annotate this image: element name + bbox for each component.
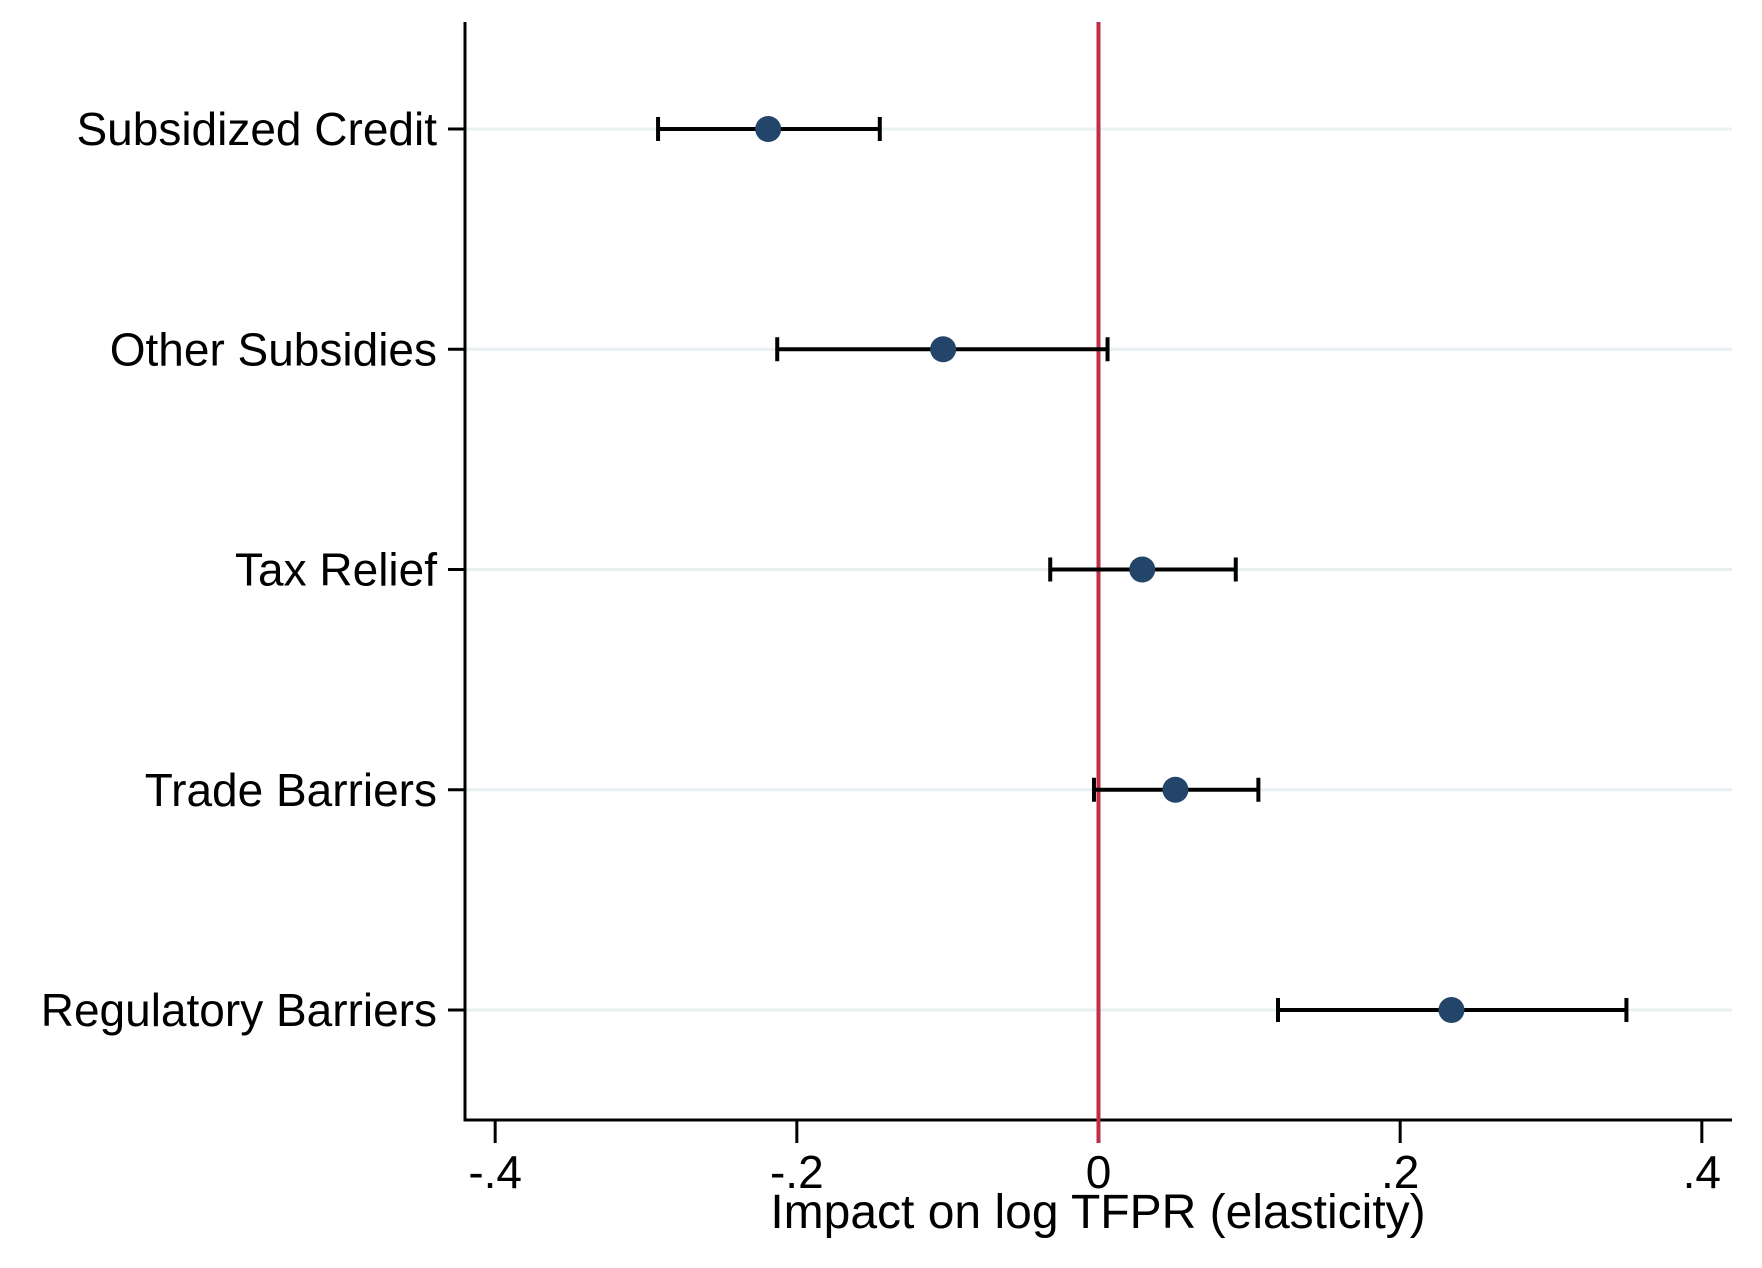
point-estimate-marker: [1438, 997, 1465, 1023]
y-axis-category-label: Other Subsidies: [110, 323, 437, 375]
x-tick-label: .4: [1683, 1146, 1721, 1198]
x-axis-title: Impact on log TFPR (elasticity): [770, 1186, 1425, 1239]
point-estimate-marker: [1162, 776, 1189, 803]
y-axis-category-label: Subsidized Credit: [76, 103, 437, 155]
y-axis-category-label: Regulatory Barriers: [41, 984, 437, 1036]
point-estimate-marker: [1129, 556, 1156, 583]
x-tick-label: -.4: [468, 1146, 522, 1198]
x-tick-label: -.2: [770, 1146, 824, 1198]
x-tick-label: .2: [1381, 1146, 1419, 1198]
point-estimate-marker: [930, 336, 957, 363]
x-tick-label: 0: [1086, 1146, 1112, 1198]
y-axis-category-label: Tax Relief: [235, 544, 437, 596]
y-axis-category-label: Trade Barriers: [145, 764, 437, 816]
point-estimate-marker: [755, 116, 782, 142]
